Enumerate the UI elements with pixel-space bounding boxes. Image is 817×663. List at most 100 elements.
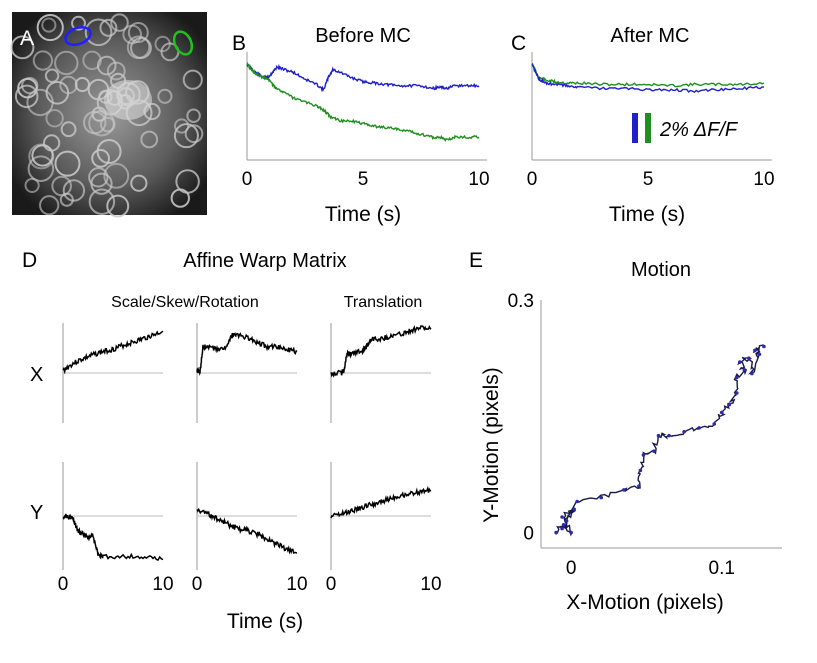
motion-point [757, 352, 762, 357]
panel-d-xtick-label: 10 [420, 574, 441, 595]
cell-body [88, 188, 116, 215]
motion-trajectory [555, 344, 764, 537]
panel-b-series-line [246, 62, 480, 142]
cell-body [54, 50, 79, 76]
panel-d-xtick-label: 0 [192, 574, 203, 595]
cell-body [32, 50, 54, 71]
cell-body [71, 15, 86, 31]
motion-point [572, 507, 576, 512]
motion-point [753, 348, 757, 353]
cell-body [182, 69, 203, 90]
panel-c: C After MC 0 5 10 2% ΔF/F Time (s) [511, 25, 775, 226]
motion-point [727, 402, 732, 407]
panel-e-xtick-label: 0.1 [709, 558, 735, 579]
cell-body [60, 121, 77, 138]
panel-e-xlabel: X-Motion (pixels) [566, 591, 724, 614]
motion-point [719, 410, 724, 415]
panel-label-b: B [232, 32, 246, 55]
cell-body [41, 17, 57, 33]
cell-body [45, 109, 64, 128]
motion-point [735, 375, 739, 380]
panel-d-xtick-label: 10 [286, 574, 307, 595]
panel-d-xtick-label: 10 [152, 574, 173, 595]
motion-point [762, 344, 766, 349]
motion-point [561, 522, 566, 527]
motion-point [656, 433, 661, 438]
cell-body [157, 88, 173, 104]
subplot-trace [196, 507, 297, 555]
subplot-trace [330, 485, 432, 519]
panel-d-title: Affine Warp Matrix [183, 250, 346, 272]
motion-point [554, 530, 558, 535]
panel-d-subtitle-right: Translation [344, 294, 423, 311]
panel-b-series [246, 62, 480, 142]
panel-label-e: E [469, 249, 483, 272]
motion-point [712, 422, 717, 426]
cell-body [84, 18, 113, 47]
panel-c-title: After MC [611, 25, 690, 47]
cell-body [122, 24, 143, 45]
cell-body [17, 77, 38, 99]
cell-body [184, 124, 204, 144]
panel-b-xtick-label: 5 [358, 169, 369, 190]
cell-body [106, 194, 130, 218]
cell-body [140, 130, 159, 149]
panel-b-xlabel: Time (s) [325, 203, 401, 226]
panel-c-xlabel: Time (s) [609, 203, 685, 226]
cell-body [39, 195, 60, 216]
panel-e-series [554, 344, 766, 537]
cell-bodies [10, 13, 204, 218]
panel-d: D Affine Warp Matrix Scale/Skew/Rotation… [22, 249, 442, 633]
motion-point [637, 484, 641, 488]
cell-body [88, 109, 115, 137]
motion-point [738, 360, 742, 364]
scale-bar-blue [632, 113, 638, 143]
panel-b: B Before MC 0 5 10 Time (s) [232, 25, 490, 226]
cell-body [62, 179, 86, 202]
panel-c-series [531, 62, 765, 94]
cell-body [103, 162, 130, 189]
motion-point [735, 391, 739, 395]
motion-point [575, 499, 579, 504]
cell-body [24, 177, 40, 193]
cell-body [106, 61, 126, 81]
panel-b-ticks: 0 5 10 [242, 169, 490, 190]
panel-d-xlabel: Time (s) [227, 610, 303, 633]
panel-b-xtick-label: 10 [468, 169, 489, 190]
panel-label-c: C [511, 32, 526, 55]
row-label-y: Y [30, 502, 43, 524]
scale-bar-label: 2% ΔF/F [659, 119, 739, 141]
cell-body [186, 108, 201, 123]
roi-green-marker [172, 30, 194, 56]
panel-d-xtick-label: 0 [326, 574, 337, 595]
scale-bar-green [645, 113, 651, 143]
panel-e-ylabel: Y-Motion (pixels) [480, 367, 503, 523]
panel-c-series-line [531, 64, 765, 88]
cell-body [44, 68, 60, 83]
cell-body [10, 35, 35, 60]
panel-d-subtitle-left: Scale/Skew/Rotation [111, 294, 259, 311]
motion-point [747, 356, 751, 360]
row-label-x: X [30, 364, 43, 386]
panel-e-ticks: 0 0.1 0 0.3 [508, 291, 735, 579]
panel-e-title: Motion [631, 259, 691, 281]
cell-body [170, 188, 190, 208]
motion-point [750, 371, 754, 376]
cell-body [126, 35, 151, 60]
cell-body [173, 123, 199, 149]
motion-point [641, 453, 646, 457]
cell-body [31, 144, 54, 167]
panel-label-d: D [22, 249, 37, 272]
motion-point [622, 488, 626, 492]
motion-point [599, 495, 604, 500]
panel-e-ytick-label: 0.3 [508, 291, 534, 312]
subplot-trace [196, 331, 298, 377]
cell-body [27, 155, 55, 182]
panel-d-ticks: 0 10 0 10 0 10 [58, 574, 442, 595]
panel-c-series-line [531, 62, 765, 94]
motion-point [697, 426, 701, 430]
panel-b-series-line [246, 63, 480, 93]
panel-c-xtick-label: 0 [527, 169, 538, 190]
subplot-trace [330, 324, 432, 378]
